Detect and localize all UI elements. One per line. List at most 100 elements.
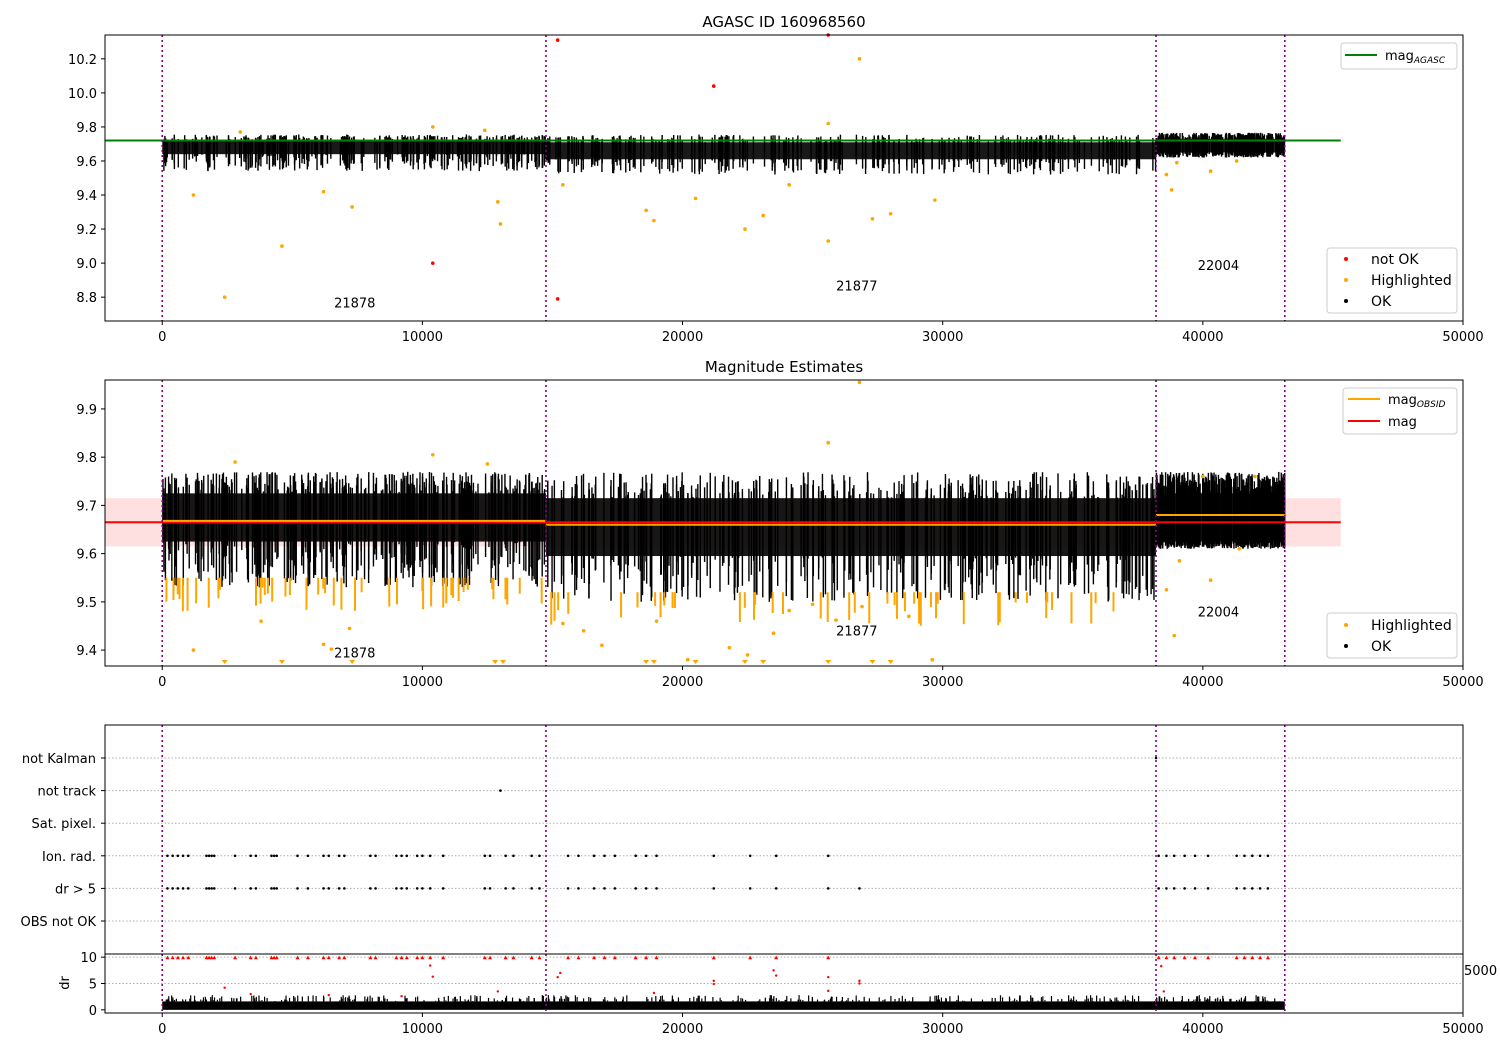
highlighted-point xyxy=(485,462,490,466)
panel-1-legend-mag-agasc: magAGASC xyxy=(1340,42,1458,70)
flag-point xyxy=(337,887,341,890)
highlighted-point xyxy=(834,618,838,622)
x-tick-label: 40000 xyxy=(1182,1022,1223,1037)
flag-point xyxy=(1243,887,1246,890)
x-tick-label: 50000 xyxy=(1442,675,1483,690)
y-tick-label: 9.7 xyxy=(76,499,97,514)
dr-clipped-marker xyxy=(1242,955,1247,960)
highlighted-point xyxy=(761,213,765,218)
x-tick-label: 10000 xyxy=(402,675,443,690)
dr-clipped-marker xyxy=(342,955,347,960)
dr-clipped-marker xyxy=(415,955,420,960)
x-tick-label: 50000 xyxy=(1442,1022,1483,1037)
dr-clipped-marker xyxy=(612,955,617,960)
flag-point xyxy=(1235,854,1238,858)
dr-clipped-marker xyxy=(529,955,534,960)
highlighted-point xyxy=(1164,587,1169,592)
y-tick-label: 9.2 xyxy=(76,223,97,238)
below-range-marker xyxy=(869,660,876,664)
dr-clipped-marker xyxy=(321,955,326,960)
below-range-marker xyxy=(650,660,657,664)
x-tick-label: 20000 xyxy=(662,330,703,345)
flag-point xyxy=(272,854,276,858)
highlighted-point xyxy=(222,295,227,299)
highlighted-point xyxy=(644,208,648,213)
flag-point xyxy=(212,887,216,890)
flag-point xyxy=(504,887,507,890)
y-tick-label: 9.8 xyxy=(76,451,97,466)
x-tick-label: 0 xyxy=(158,1022,166,1037)
dr-clipped-marker xyxy=(1164,955,1169,960)
flag-point xyxy=(254,887,258,890)
dr-outlier xyxy=(652,991,656,995)
flag-point xyxy=(577,887,580,890)
flag-point xyxy=(337,854,341,858)
dr-clipped-marker xyxy=(420,955,425,960)
dr-clipped-marker xyxy=(368,955,373,960)
flag-point xyxy=(504,854,507,858)
dr-clipped-marker xyxy=(1193,955,1198,960)
highlighted-point xyxy=(685,657,690,662)
magnitude-estimates-panel: Magnitude Estimates 21878 21877 22004 0 100… xyxy=(76,358,1483,690)
highlighted-point xyxy=(652,218,656,223)
highlighted-point xyxy=(1237,547,1242,551)
dr-clipped-marker xyxy=(272,955,277,960)
highlighted-point xyxy=(1169,188,1174,192)
flag-point xyxy=(369,854,372,858)
flag-point xyxy=(488,887,492,890)
highlighted-point xyxy=(1253,474,1257,479)
highlighted-point xyxy=(498,222,503,226)
highlighted-point xyxy=(321,642,326,647)
flag-point xyxy=(210,854,213,858)
flag-point xyxy=(483,887,487,890)
flag-point xyxy=(499,789,502,792)
highlighted-point xyxy=(826,121,831,126)
flag-point xyxy=(405,887,409,890)
highlighted-point xyxy=(329,647,334,651)
flag-point xyxy=(441,854,445,858)
flag-point xyxy=(592,887,596,890)
dr-clipped-marker xyxy=(503,955,508,960)
flag-point xyxy=(343,887,346,890)
x-tick-label: 10000 xyxy=(402,1022,443,1037)
dr-clipped-marker xyxy=(274,955,279,960)
flag-point xyxy=(774,854,778,858)
flag-point xyxy=(858,887,861,890)
flag-point xyxy=(374,887,377,890)
y-tick-label: 9.5 xyxy=(76,596,97,611)
flag-point xyxy=(233,887,237,890)
below-range-marker xyxy=(278,660,285,664)
flag-point xyxy=(1172,854,1176,858)
dr-ok-points xyxy=(162,1001,1285,1010)
y-tick-label: 9.0 xyxy=(76,257,97,272)
dr-clipped-marker xyxy=(654,955,659,960)
flag-point xyxy=(400,854,403,858)
flag-point xyxy=(296,854,299,858)
dr-clipped-marker xyxy=(748,955,753,960)
flag-point xyxy=(1250,854,1254,858)
flag-point xyxy=(566,854,570,858)
flag-point xyxy=(1258,854,1262,858)
highlighted-point xyxy=(1175,160,1179,165)
dr-clipped-marker xyxy=(537,955,542,960)
dr-outlier xyxy=(858,979,861,983)
x-tick-label: 30000 xyxy=(922,1022,963,1037)
flag-category-label: not Kalman xyxy=(22,752,96,767)
dr-clipped-marker xyxy=(373,955,378,960)
dr-clipped-marker xyxy=(305,955,310,960)
flag-category-label: dr > 5 xyxy=(55,882,96,897)
flag-point xyxy=(655,854,658,858)
x-tick-label: 20000 xyxy=(662,1022,703,1037)
y-tick-label: 9.9 xyxy=(76,403,97,418)
dr-clipped-marker xyxy=(1265,955,1270,960)
flag-point xyxy=(774,887,778,890)
highlighted-point xyxy=(826,239,831,243)
flag-point xyxy=(233,854,237,858)
flag-category-label: OBS not OK xyxy=(21,915,97,930)
highlighted-point xyxy=(321,189,326,194)
flag-point xyxy=(634,854,638,858)
panel-2-frame xyxy=(104,379,1464,667)
dr-clipped-marker xyxy=(212,955,217,960)
flag-point xyxy=(1165,854,1168,858)
y-tick-label: 9.6 xyxy=(76,548,97,563)
